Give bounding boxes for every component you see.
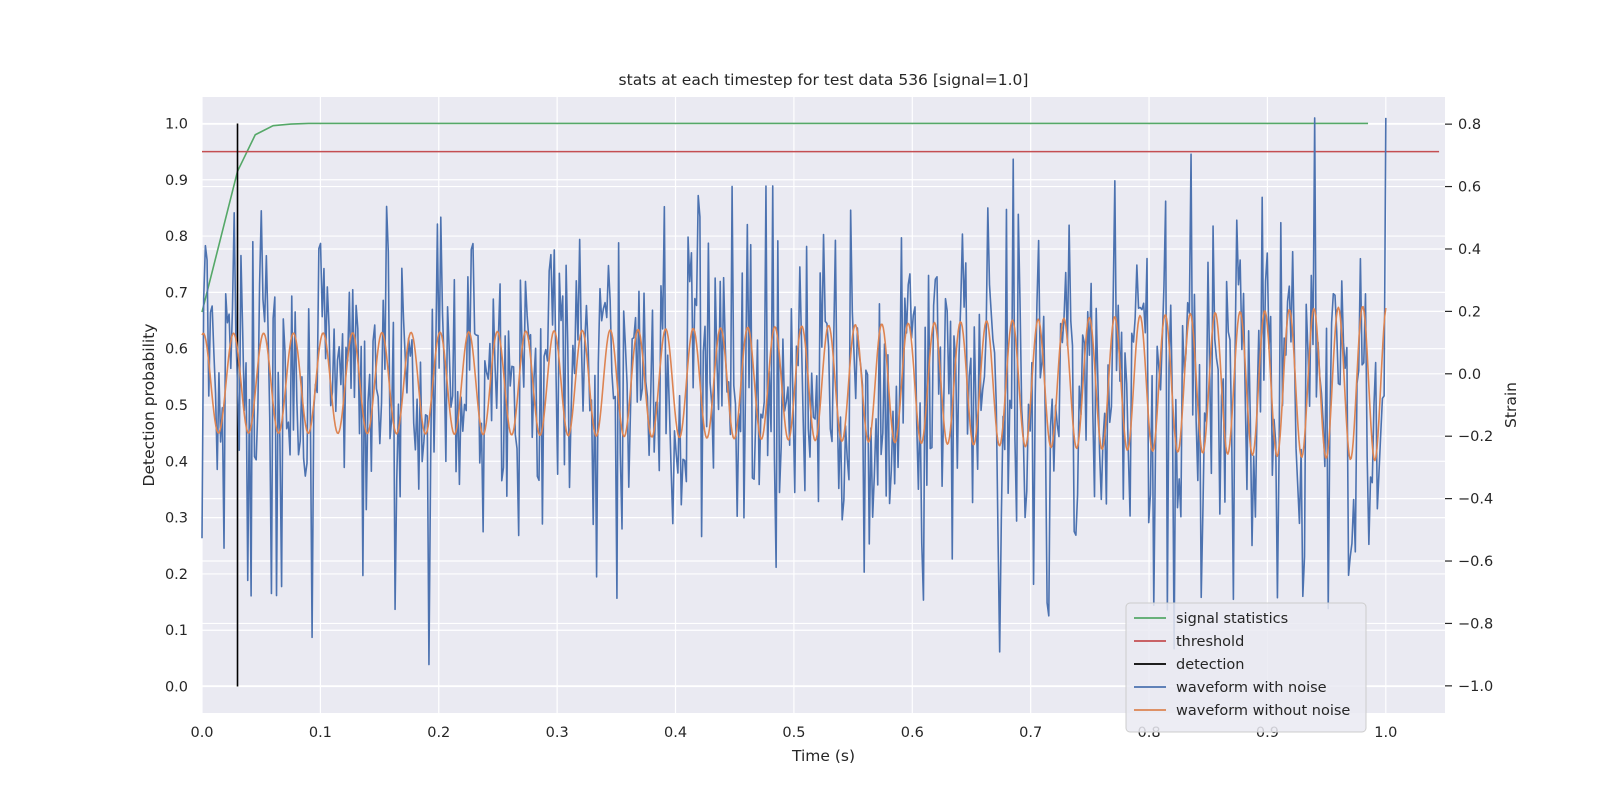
- y-tick-label-left: 0.2: [165, 567, 188, 583]
- y-tick-label-right: −0.2: [1458, 429, 1493, 445]
- x-tick-label: 0.7: [1019, 725, 1042, 741]
- x-tick-label: 0.5: [782, 725, 805, 741]
- series-line-waveform-with-noise: [201, 117, 1387, 666]
- y-tick-label-left: 0.4: [165, 454, 188, 470]
- y-tick-label-right: −1.0: [1458, 679, 1493, 695]
- legend-label: waveform without noise: [1176, 703, 1350, 719]
- legend: signal statistics threshold detection wavef…: [1125, 602, 1367, 733]
- series-line-waveform-without-noise: [201, 305, 1387, 462]
- x-tick-label: 0.3: [546, 725, 569, 741]
- y-tick-label-right: 0.0: [1458, 367, 1481, 383]
- legend-label: threshold: [1176, 634, 1244, 650]
- y-tick-label-left: 0.9: [165, 173, 188, 189]
- y-tick-label-right: −0.4: [1458, 492, 1493, 508]
- y-tick-label-left: 0.8: [165, 229, 188, 245]
- y-tick-label-right: 0.4: [1458, 242, 1481, 258]
- x-tick-label: 0.6: [901, 725, 924, 741]
- y-tick-label-left: 0.5: [165, 398, 188, 414]
- y-tick-label-left: 0.7: [165, 285, 188, 301]
- y-axis-label-left: Detection probability: [140, 324, 158, 487]
- y-tick-label-right: 0.8: [1458, 117, 1481, 133]
- y-tick-label-left: 1.0: [165, 116, 188, 132]
- y-tick-label-right: −0.6: [1458, 554, 1493, 570]
- x-tick-label: 0.2: [427, 725, 450, 741]
- x-axis: 0.0 0.1 0.2 0.3 0.4 0.5 0.6 0.7 0.8 0.9 1.0: [190, 725, 1397, 741]
- y-tick-label-right: 0.6: [1458, 180, 1481, 196]
- y-tick-label-right: 0.2: [1458, 304, 1481, 320]
- legend-box: [1125, 602, 1367, 733]
- y-tick-label-right: −0.8: [1458, 616, 1493, 632]
- y-tick-label-left: 0.6: [165, 342, 188, 358]
- x-tick-label: 0.0: [190, 725, 213, 741]
- x-tick-label: 0.1: [309, 725, 332, 741]
- legend-label: waveform with noise: [1176, 680, 1327, 696]
- chart-title: stats at each timestep for test data 536…: [619, 71, 1029, 89]
- y-tick-label-left: 0.1: [165, 623, 188, 639]
- y-axis-left: 0.0 0.1 0.2 0.3 0.4 0.5 0.6 0.7 0.8 0.9 1.0: [165, 116, 188, 695]
- legend-label: signal statistics: [1176, 611, 1288, 627]
- x-tick-label: 0.4: [664, 725, 687, 741]
- series-layer: [201, 117, 1440, 687]
- y-tick-label-left: 0.0: [165, 680, 188, 696]
- y-tick-label-left: 0.3: [165, 511, 188, 527]
- x-axis-label: Time (s): [791, 747, 855, 765]
- legend-label: detection: [1176, 657, 1244, 673]
- x-tick-label: 1.0: [1374, 725, 1397, 741]
- y-axis-label-right: Strain: [1502, 382, 1520, 428]
- y-axis-right: −1.0 −0.8 −0.6 −0.4 −0.2 0.0 0.2 0.4 0.6 0.8: [1445, 117, 1493, 695]
